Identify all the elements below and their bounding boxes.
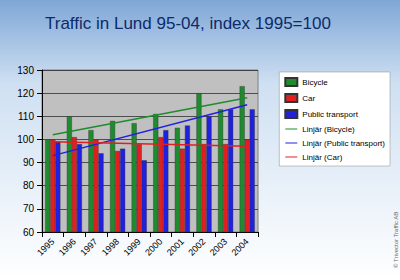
svg-text:Linjär (Car): Linjär (Car)	[302, 153, 342, 162]
svg-text:60: 60	[23, 227, 35, 238]
svg-text:Traffic in Lund 95-04, index 1: Traffic in Lund 95-04, index 1995=100	[45, 14, 331, 33]
svg-text:2002: 2002	[186, 236, 207, 257]
svg-text:70: 70	[23, 203, 35, 214]
svg-text:2003: 2003	[208, 236, 229, 257]
svg-text:100: 100	[17, 134, 34, 145]
svg-text:1997: 1997	[78, 236, 99, 257]
svg-text:Car: Car	[302, 94, 315, 103]
svg-text:130: 130	[17, 65, 34, 76]
svg-text:© Trivector Traffic AB: © Trivector Traffic AB	[393, 212, 399, 268]
svg-text:80: 80	[23, 180, 35, 191]
svg-text:2001: 2001	[165, 236, 186, 257]
svg-text:Public transport: Public transport	[302, 110, 358, 119]
svg-text:1998: 1998	[100, 236, 121, 257]
svg-text:Linjär (Public transport): Linjär (Public transport)	[302, 139, 385, 148]
svg-text:110: 110	[18, 111, 34, 122]
svg-text:1995: 1995	[35, 236, 56, 257]
svg-text:1999: 1999	[122, 236, 143, 257]
svg-text:1996: 1996	[57, 236, 78, 257]
svg-text:90: 90	[23, 157, 35, 168]
svg-text:2000: 2000	[143, 236, 164, 257]
svg-text:2004: 2004	[230, 236, 251, 257]
svg-text:Linjär (Bicycle): Linjär (Bicycle)	[302, 125, 355, 134]
svg-text:120: 120	[17, 88, 34, 99]
svg-text:Bicycle: Bicycle	[302, 78, 328, 87]
